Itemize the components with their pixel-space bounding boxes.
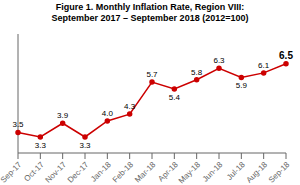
svg-text:6.1: 6.1 — [258, 61, 270, 70]
svg-text:5.9: 5.9 — [236, 81, 248, 90]
svg-text:5.4: 5.4 — [169, 93, 181, 102]
svg-text:3.9: 3.9 — [57, 111, 69, 120]
svg-text:5.7: 5.7 — [146, 70, 158, 79]
svg-text:Aug-18: Aug-18 — [244, 160, 269, 185]
svg-text:3.3: 3.3 — [79, 141, 91, 150]
svg-text:Jun-18: Jun-18 — [201, 160, 225, 184]
svg-text:Dec-17: Dec-17 — [66, 160, 91, 185]
svg-text:4.0: 4.0 — [102, 109, 114, 118]
svg-text:6.5: 6.5 — [279, 50, 292, 61]
svg-text:Jan-18: Jan-18 — [89, 160, 113, 184]
svg-text:May-18: May-18 — [177, 160, 203, 185]
svg-text:Feb-18: Feb-18 — [111, 160, 136, 185]
svg-text:Jul-18: Jul-18 — [225, 160, 247, 182]
svg-text:6.3: 6.3 — [213, 56, 225, 65]
svg-text:Oct-17: Oct-17 — [22, 160, 46, 184]
svg-text:5.8: 5.8 — [191, 68, 203, 77]
svg-text:3.5: 3.5 — [12, 120, 24, 129]
svg-text:Apr-18: Apr-18 — [156, 160, 180, 184]
svg-text:Sep-17: Sep-17 — [8, 160, 24, 185]
svg-text:3.3: 3.3 — [35, 141, 47, 150]
svg-text:Mar-18: Mar-18 — [133, 160, 158, 185]
svg-text:Nov-17: Nov-17 — [43, 160, 68, 185]
html-text:Figure 1. Monthly Inflation Ra: Figure 1. Monthly Inflation Rate, Region… — [55, 2, 245, 12]
html-text:September 2017 – September 201: September 2017 – September 2018 (2012=10… — [51, 13, 249, 23]
svg-text:Sep-18: Sep-18 — [267, 160, 292, 185]
svg-text:4.3: 4.3 — [124, 102, 136, 111]
